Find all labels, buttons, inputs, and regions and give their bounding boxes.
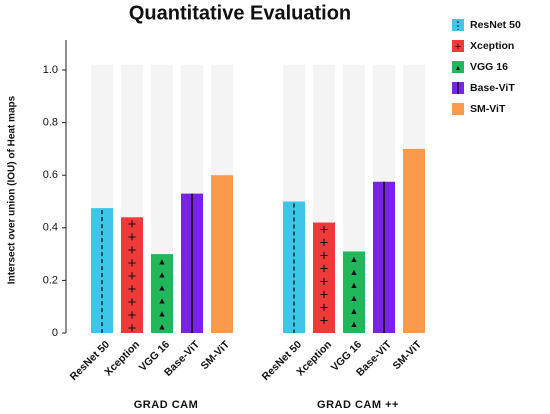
- hatch: +: [455, 41, 461, 53]
- hatch: +: [128, 216, 137, 233]
- group-label: GRAD CAM ++: [317, 399, 399, 411]
- legend-label: Base-ViT: [470, 82, 515, 94]
- y-tick-label: 0.2: [43, 274, 58, 286]
- hatch: +: [128, 268, 137, 285]
- hatch: +: [128, 255, 137, 272]
- legend-swatch: [452, 103, 464, 115]
- x-tick-label: ResNet 50: [68, 338, 113, 383]
- bar: [211, 175, 233, 333]
- hatch: +: [320, 235, 329, 252]
- legend-swatch: [452, 40, 464, 52]
- legend-label: VGG 16: [470, 61, 508, 73]
- hatch: +: [320, 287, 329, 304]
- x-tick-label: SM-ViT: [391, 338, 425, 372]
- x-tick-label: SM-ViT: [199, 338, 233, 372]
- bar: [151, 254, 173, 333]
- hatch: ▲: [158, 321, 167, 331]
- legend-label: Xception: [470, 40, 514, 52]
- group-label: GRAD CAM: [134, 399, 199, 411]
- y-tick-label: 0.8: [43, 117, 58, 129]
- legend-swatch: [452, 61, 464, 73]
- hatch: +: [128, 281, 137, 298]
- hatch: ▲: [350, 306, 359, 316]
- hatch: ▲: [350, 254, 359, 264]
- hatch: ▲: [158, 269, 167, 279]
- y-tick-label: 0.4: [43, 222, 58, 234]
- y-tick-label: 1.0: [43, 64, 58, 76]
- hatch: +: [320, 222, 329, 239]
- hatch: +: [320, 274, 329, 291]
- hatch: +: [320, 313, 329, 330]
- chart-title: Quantitative Evaluation: [129, 2, 351, 24]
- x-tick-label: ResNet 50: [260, 338, 305, 383]
- hatch: ▲: [455, 65, 462, 72]
- legend-label: SM-ViT: [470, 103, 506, 115]
- hatch: ▲: [158, 256, 167, 266]
- hatch: +: [320, 300, 329, 317]
- legend-label: ResNet 50: [470, 19, 521, 31]
- hatch: +: [128, 242, 137, 259]
- bar: [121, 217, 143, 333]
- hatch: +: [128, 307, 137, 324]
- hatch: +: [320, 261, 329, 278]
- hatch: ▲: [350, 293, 359, 303]
- hatch: +: [128, 229, 137, 246]
- bar: [403, 148, 425, 333]
- hatch: ▲: [158, 295, 167, 305]
- hatch: ▲: [350, 267, 359, 277]
- hatch: ▲: [158, 308, 167, 318]
- bar: [313, 222, 335, 333]
- bar: [343, 251, 365, 333]
- hatch: ▲: [158, 282, 167, 292]
- hatch: ▲: [350, 280, 359, 290]
- y-tick-label: 0.6: [43, 169, 58, 181]
- hatch: +: [128, 320, 137, 337]
- bar: [91, 208, 113, 333]
- hatch: +: [320, 248, 329, 265]
- y-tick-label: 0: [52, 327, 58, 339]
- hatch: +: [128, 294, 137, 311]
- hatch: ▲: [350, 319, 359, 329]
- y-axis-label: Intersect over union (IOU) of Heat maps: [7, 95, 18, 284]
